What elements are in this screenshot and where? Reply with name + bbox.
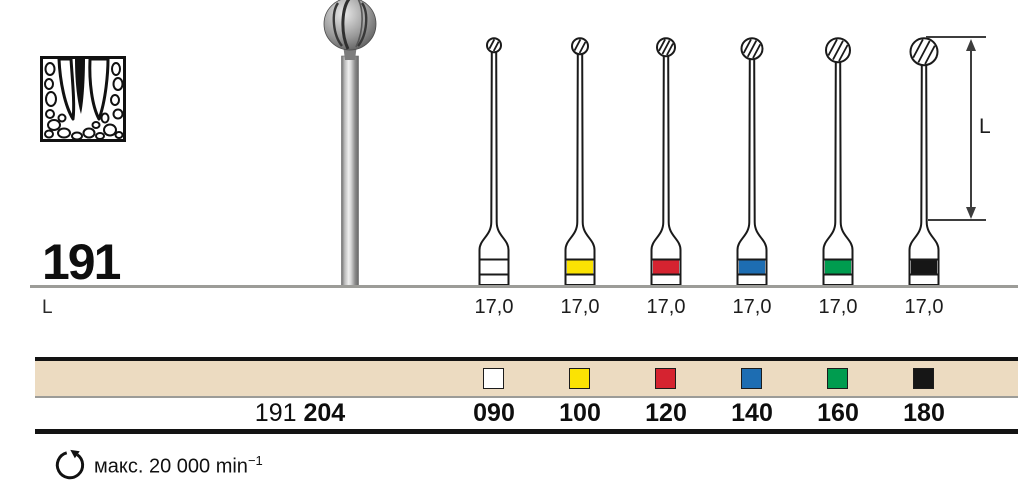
bur-head-hatching — [912, 38, 936, 65]
shank-code: 204 — [303, 399, 346, 427]
bur-body — [736, 57, 768, 286]
color-swatch-green — [827, 368, 848, 389]
bur-head-hatching — [658, 38, 674, 56]
figure-number: 191 — [42, 234, 121, 290]
speed-unit: min — [215, 455, 248, 478]
bur-length-value: 17,0 — [560, 296, 600, 318]
bur-length-value: 17,0 — [818, 296, 858, 318]
bur-head-hatching — [742, 38, 762, 59]
speed-exponent: −1 — [247, 453, 263, 468]
iso-size-code: 180 — [903, 399, 945, 427]
bur-body — [908, 63, 940, 286]
bur-head-hatching — [573, 38, 587, 54]
arrow-down-icon — [966, 207, 976, 219]
iso-color-band — [739, 260, 765, 274]
table-top-border — [35, 357, 1018, 361]
bur-head — [486, 37, 502, 54]
bur-column — [466, 37, 522, 287]
bur-head-hatching — [827, 38, 849, 62]
color-swatch-red — [655, 368, 676, 389]
bur-illustration — [908, 37, 940, 286]
bur-head-hatching — [488, 38, 500, 52]
bur-body — [478, 50, 510, 286]
bur-body — [650, 54, 682, 286]
baseline-rule — [30, 285, 1018, 288]
bur-body — [564, 52, 596, 286]
size-code-row: 191 204 090 100 120 140 160 180 — [35, 398, 1018, 429]
iso-color-band — [911, 260, 937, 274]
iso-size-code: 160 — [817, 399, 859, 427]
max-speed-text: макс. 20 000 min−1 — [94, 453, 263, 479]
bur-photo — [322, 0, 378, 293]
bur-column — [638, 37, 694, 287]
color-swatch-black — [913, 368, 934, 389]
max-speed-value: макс. 20 000 — [94, 455, 211, 478]
series-number: 191 — [254, 399, 297, 427]
bur-head — [571, 37, 589, 56]
table-bottom-border — [35, 429, 1018, 434]
color-swatch-white — [483, 368, 504, 389]
rotation-speed-icon — [52, 445, 88, 488]
dimension-ref-line-top — [926, 36, 986, 38]
bur-length-value: 17,0 — [646, 296, 686, 318]
bur-illustration — [736, 37, 768, 286]
iso-size-code: 120 — [645, 399, 687, 427]
bur-column — [724, 37, 780, 287]
bur-illustration — [822, 37, 854, 286]
bur-column — [552, 37, 608, 287]
bur-column — [896, 37, 952, 287]
bur-illustration — [650, 37, 682, 286]
dimension-ref-line-bottom — [928, 219, 986, 221]
bur-illustration — [564, 37, 596, 286]
iso-color-band — [481, 260, 507, 274]
root-canal-icon — [40, 56, 126, 142]
bur-length-value: 17,0 — [904, 296, 944, 318]
order-table: 191 204 090 100 120 140 160 180 — [35, 357, 1018, 434]
catalog-number: 191 204 — [185, 398, 415, 429]
bur-body — [822, 60, 854, 286]
bur-length-value: 17,0 — [732, 296, 772, 318]
dimension-label: L — [979, 115, 991, 138]
color-swatch-yellow — [569, 368, 590, 389]
iso-size-code: 100 — [559, 399, 601, 427]
iso-color-band — [567, 260, 593, 274]
iso-color-band — [653, 260, 679, 274]
iso-size-code: 140 — [731, 399, 773, 427]
table-separator — [35, 396, 1018, 398]
bur-length-value: 17,0 — [474, 296, 514, 318]
color-code-row — [35, 361, 1018, 396]
bur-illustration — [478, 37, 510, 286]
length-row-label: L — [42, 297, 53, 318]
iso-size-code: 090 — [473, 399, 515, 427]
color-swatch-blue — [741, 368, 762, 389]
arrow-up-icon — [966, 39, 976, 51]
iso-color-band — [825, 260, 851, 274]
bur-column — [810, 37, 866, 287]
dimension-arrow-line — [970, 44, 972, 210]
